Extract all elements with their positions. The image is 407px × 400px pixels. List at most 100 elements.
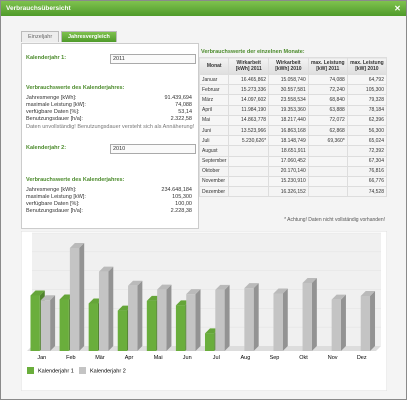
legend-label: Kalenderjahr 1	[38, 369, 74, 375]
bar	[215, 284, 230, 351]
table-row: November 15.230,910 66,776	[198, 175, 388, 188]
value-row: verfügbare Daten [%]: 53,14	[26, 109, 192, 115]
cell	[307, 175, 348, 188]
cell: November	[198, 175, 230, 188]
x-tick-label: Mai	[154, 355, 163, 361]
row-label: Jahresmenge [kWh]:	[26, 187, 77, 193]
cell: April	[198, 104, 230, 116]
cell: 105,300	[346, 84, 388, 96]
cell: 16.863,168	[268, 124, 309, 137]
cell: Dezember	[198, 186, 230, 198]
cell: Juni	[198, 124, 230, 137]
cell: 15.273,336	[228, 84, 270, 96]
cell: 23.558,534	[268, 94, 309, 106]
cell: 15.058,740	[268, 73, 309, 86]
window-title: Verbrauchsübersicht	[6, 5, 71, 12]
row-value: 234.648,184	[161, 187, 192, 193]
left-panel: Kalenderjahr 1: 2011 Verbrauchswerte des…	[21, 43, 199, 229]
row-value: 53,14	[178, 109, 192, 115]
cell	[307, 155, 348, 167]
x-tick-label: Jun	[183, 355, 192, 361]
x-tick-label: Mär	[95, 355, 105, 361]
bar	[40, 295, 56, 351]
bar	[128, 280, 143, 351]
bar	[98, 266, 114, 351]
cell: 72,392	[346, 145, 388, 157]
cell: 16.465,862	[228, 73, 270, 86]
row-label: Benutzungsdauer [h/a]:	[26, 208, 83, 214]
cell	[228, 186, 270, 198]
header-cell: Wirkarbeit [kWh] 2011	[228, 57, 270, 75]
cell: August	[198, 145, 230, 157]
cell: 17.060,452	[268, 155, 309, 167]
tab[interactable]: Einzeljahr	[21, 31, 60, 42]
cell: 79,328	[346, 94, 388, 106]
cell: 69,360*	[307, 135, 348, 147]
cell	[228, 155, 270, 167]
cell: 62,868	[307, 124, 348, 137]
note: Daten unvollständig! Benutzungsdauer ver…	[26, 124, 195, 130]
cell: 18.217,440	[268, 114, 309, 126]
row-value: 91.439,694	[164, 95, 192, 101]
cell	[307, 145, 348, 157]
month-table: Monat Wirkarbeit [kWh] 2011 Wirkarbeit [kW…	[198, 57, 388, 198]
cell: 18.651,911	[268, 145, 309, 157]
value-row: verfügbare Daten [%]: 100,00	[26, 201, 192, 207]
tab-active[interactable]: Jahresvergleich	[61, 31, 117, 42]
table-row: August 18.651,911 72,392	[198, 145, 388, 157]
table-row: Oktober 20.170,140 76,816	[198, 165, 388, 177]
cell: Februar	[198, 84, 230, 96]
table-row: April 11.984,190 19.353,360 63,888 78,184	[198, 104, 388, 116]
cell: 68,840	[307, 94, 348, 106]
row-value: 105,300	[172, 194, 192, 200]
floor	[27, 346, 381, 351]
x-tick-label: Apr	[125, 355, 134, 361]
x-tick-label: Dez	[357, 355, 367, 361]
row-label: verfügbare Daten [%]:	[26, 109, 80, 115]
table-row: Januar 16.465,862 15.058,740 74,088 64,792	[198, 73, 388, 86]
cell: 19.353,360	[268, 104, 309, 116]
select[interactable]: 2010	[110, 144, 196, 154]
table-row: Juli 5.230,626* 18.148,749 69,360* 65,024	[198, 135, 388, 147]
legend-label: Kalenderjahr 2	[90, 369, 126, 375]
cell	[228, 175, 270, 188]
cell	[228, 145, 270, 157]
x-tick-label: Okt	[299, 355, 308, 361]
bar	[69, 242, 85, 351]
legend-swatch	[27, 367, 34, 374]
cell	[307, 186, 348, 198]
heading: Verbrauchswerte der einzelnen Monate:	[201, 49, 305, 55]
header-cell: max. Leistung [kW] 2011	[307, 57, 348, 75]
x-tick-label: Aug	[240, 355, 250, 361]
select[interactable]: 2011	[110, 54, 196, 64]
cell: 16.326,152	[268, 186, 309, 198]
bar	[273, 288, 288, 351]
label: Kalenderjahr 1:	[26, 55, 67, 61]
right-panel: Verbrauchswerte der einzelnen Monate: Mo…	[198, 43, 388, 227]
cell: Oktober	[198, 165, 230, 177]
header-cell: Wirkarbeit [kWh] 2010	[268, 57, 309, 75]
table-row: Juni 13.523,966 16.863,168 62,868 56,300	[198, 124, 388, 137]
cell: 15.230,910	[268, 175, 309, 188]
legend-swatch	[79, 367, 86, 374]
cell: 56,300	[346, 124, 388, 137]
table-row: September 17.060,452 67,304	[198, 155, 388, 167]
title-bar: Verbrauchsübersicht ✕	[1, 1, 406, 16]
heading: Verbrauchswerte des Kalenderjahres:	[26, 85, 125, 91]
cell: Juli	[198, 135, 230, 147]
close-button[interactable]: ✕	[394, 4, 401, 13]
value-row: Benutzungsdauer [h/a]: 2.322,58	[26, 116, 192, 122]
bar	[186, 289, 201, 351]
row-value: 2.322,58	[170, 116, 192, 122]
cell: 67,304	[346, 155, 388, 167]
value-row: maximale Leistung [kW]: 105,300	[26, 194, 192, 200]
row-label: Jahresmenge [kWh]:	[26, 95, 77, 101]
cell	[307, 165, 348, 177]
cell: 76,816	[346, 165, 388, 177]
bar	[302, 277, 317, 351]
x-tick-label: Jan	[37, 355, 46, 361]
value-row: Jahresmenge [kWh]: 234.648,184	[26, 187, 192, 193]
cell: 66,776	[346, 175, 388, 188]
bar	[157, 284, 172, 351]
